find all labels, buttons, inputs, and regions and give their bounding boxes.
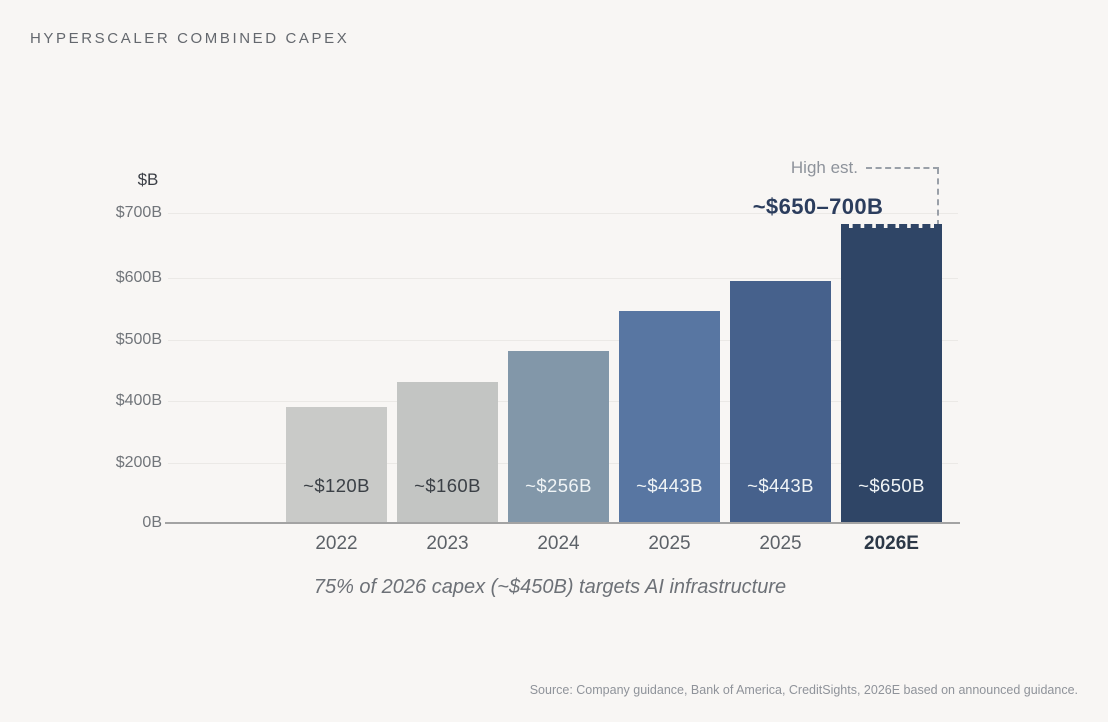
bar-2023: ~$160B: [397, 382, 498, 523]
x-axis-line: [165, 522, 960, 524]
bar-2025: ~$443B: [730, 281, 831, 523]
bar-2026e: ~$650B: [841, 228, 942, 523]
chart-caption: 75% of 2026 capex (~$450B) targets AI in…: [313, 576, 787, 598]
source-note: Source: Company guidance, Bank of Americ…: [529, 683, 1078, 697]
x-tick-label-2025: 2025: [759, 533, 802, 554]
chart-title: HYPERSCALER COMBINED CAPEX: [30, 30, 350, 47]
bar-value-label: ~$443B: [747, 475, 814, 496]
bar-value-label: ~$160B: [414, 475, 481, 496]
x-tick-label-2024: 2024: [537, 533, 580, 554]
x-tick-label-2025: 2025: [648, 533, 691, 554]
gridline-$600B: [168, 278, 958, 279]
x-tick-label-2023: 2023: [426, 533, 469, 554]
bar-2024: ~$256B: [508, 351, 609, 523]
high-estimate-label: High est.: [790, 158, 858, 177]
gridline-$500B: [168, 340, 958, 341]
y-tick-label: $700B: [115, 204, 162, 221]
high-estimate-bar-dashed-top: [841, 224, 942, 228]
y-tick-label: 0B: [142, 514, 162, 531]
x-tick-label-2026e: 2026E: [864, 533, 919, 554]
capex-range-label: ~$650–700B: [752, 194, 884, 219]
high-estimate-dashed-line-horizontal: [866, 167, 939, 169]
bar-2022: ~$120B: [286, 407, 387, 523]
bar-2025: ~$443B: [619, 311, 720, 523]
y-axis-title: $B: [137, 170, 159, 189]
bar-value-label: ~$650B: [858, 475, 925, 496]
bar-value-label: ~$256B: [525, 475, 592, 496]
x-tick-label-2022: 2022: [315, 533, 358, 554]
y-tick-label: $400B: [115, 392, 162, 409]
y-tick-label: $600B: [115, 269, 162, 286]
y-tick-label: $200B: [115, 454, 162, 471]
high-estimate-dashed-line-vertical: [937, 168, 939, 226]
y-tick-label: $500B: [115, 331, 162, 348]
gridline-$700B: [168, 213, 958, 214]
bar-value-label: ~$443B: [636, 475, 703, 496]
bar-value-label: ~$120B: [303, 475, 370, 496]
